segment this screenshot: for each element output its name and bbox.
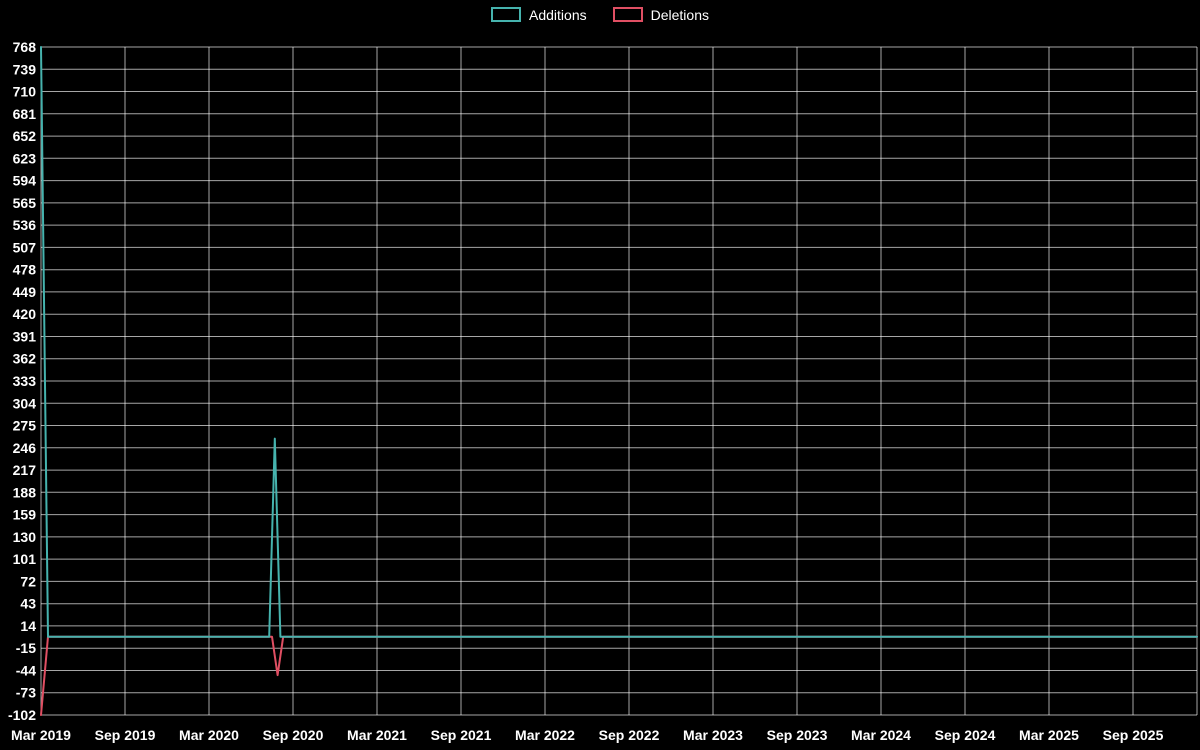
- y-tick-label: 14: [20, 618, 36, 634]
- additions-legend-label: Additions: [529, 6, 587, 23]
- y-tick-label: 275: [13, 418, 37, 434]
- y-tick-label: -102: [8, 707, 36, 723]
- y-tick-label: 130: [13, 529, 37, 545]
- deletions-legend-label: Deletions: [650, 6, 709, 23]
- y-tick-label: 159: [13, 507, 37, 523]
- y-tick-label: -73: [16, 685, 36, 701]
- y-tick-label: 623: [13, 150, 37, 166]
- y-tick-label: 304: [13, 395, 37, 411]
- y-tick-label: 449: [13, 284, 37, 300]
- x-tick-label: Mar 2023: [683, 727, 743, 743]
- legend-item-additions: Additions: [491, 7, 587, 22]
- y-tick-label: 217: [13, 462, 37, 478]
- deletions-swatch-icon: [612, 7, 643, 22]
- y-tick-label: 768: [13, 39, 37, 55]
- y-tick-label: 101: [13, 551, 37, 567]
- y-tick-label: 710: [13, 84, 37, 100]
- y-tick-label: 565: [13, 195, 37, 211]
- x-tick-label: Sep 2022: [599, 727, 660, 743]
- y-tick-label: 681: [13, 106, 37, 122]
- legend-item-deletions: Deletions: [612, 6, 709, 23]
- x-tick-label: Sep 2025: [1103, 727, 1164, 743]
- y-tick-label: 333: [13, 373, 37, 389]
- y-tick-label: 188: [13, 484, 37, 500]
- x-tick-label: Mar 2022: [515, 727, 575, 743]
- y-tick-label: -15: [16, 640, 36, 656]
- y-tick-label: 594: [13, 173, 37, 189]
- y-tick-label: 362: [13, 351, 37, 367]
- y-tick-label: 246: [13, 440, 37, 456]
- x-tick-label: Sep 2021: [431, 727, 492, 743]
- y-tick-label: 652: [13, 128, 37, 144]
- x-tick-label: Mar 2020: [179, 727, 239, 743]
- y-tick-label: 507: [13, 239, 37, 255]
- x-tick-label: Sep 2020: [263, 727, 324, 743]
- y-tick-label: 43: [20, 596, 36, 612]
- x-tick-label: Sep 2024: [935, 727, 996, 743]
- y-tick-label: -44: [16, 663, 36, 679]
- x-tick-label: Mar 2019: [11, 727, 71, 743]
- y-tick-label: 420: [13, 306, 37, 322]
- y-tick-label: 391: [13, 329, 37, 345]
- y-tick-label: 478: [13, 262, 37, 278]
- x-tick-label: Sep 2023: [767, 727, 828, 743]
- additions-swatch-icon: [491, 7, 522, 22]
- y-tick-label: 72: [20, 573, 36, 589]
- chart-legend: Additions Deletions: [0, 7, 1200, 22]
- y-tick-label: 536: [13, 217, 37, 233]
- additions-line: [40, 46, 1198, 638]
- x-tick-label: Sep 2019: [95, 727, 156, 743]
- y-tick-label: 739: [13, 61, 37, 77]
- x-tick-label: Mar 2021: [347, 727, 407, 743]
- x-tick-label: Mar 2025: [1019, 727, 1079, 743]
- x-tick-label: Mar 2024: [851, 727, 911, 743]
